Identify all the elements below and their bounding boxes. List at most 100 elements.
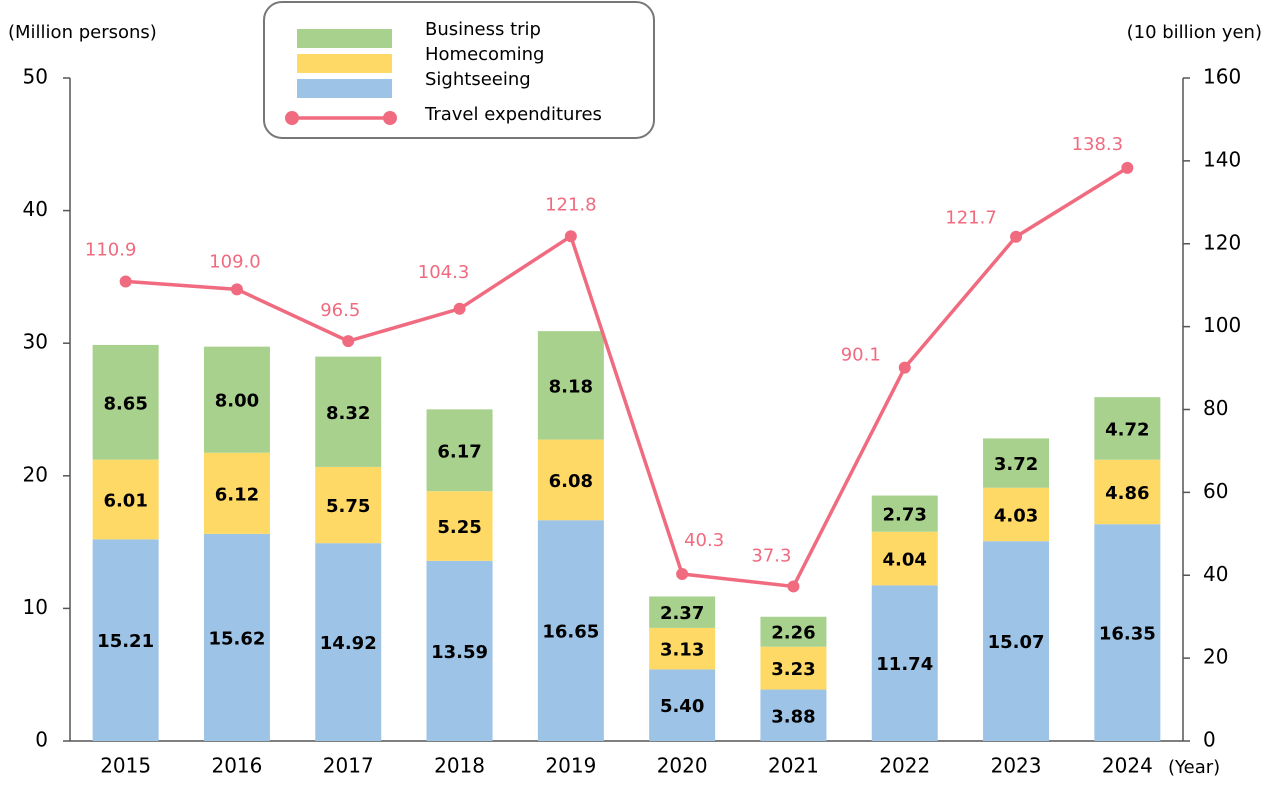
bar-value-label: 5.25 [437, 517, 481, 538]
bar-segment [203, 533, 270, 741]
bar-segment [649, 669, 716, 741]
bar-segment [871, 531, 938, 586]
bar-segment [92, 344, 159, 460]
legend-swatch [285, 111, 299, 125]
line-value-label: 110.9 [85, 239, 137, 260]
bar-value-label: 8.18 [549, 376, 593, 397]
line-value-label: 37.3 [751, 545, 791, 566]
bar-value-label: 3.72 [994, 454, 1038, 475]
bar-segment [983, 487, 1050, 542]
bar-value-label: 16.65 [542, 622, 599, 643]
line-marker [342, 335, 355, 348]
line-marker [453, 302, 466, 315]
bar-segment [871, 495, 938, 532]
y-tick-label: 10 [23, 595, 48, 619]
line-marker [898, 361, 911, 374]
bar-segment [315, 543, 382, 741]
bar-value-label: 5.75 [326, 496, 370, 517]
line-value-label: 90.1 [841, 345, 881, 366]
legend-label: Travel expenditures [424, 104, 602, 125]
bar-segment [649, 627, 716, 670]
line-marker [119, 275, 132, 288]
x-tick-label: 2019 [545, 754, 596, 778]
x-tick-label: 2024 [1102, 754, 1153, 778]
legend-swatch [297, 29, 392, 48]
y2-tick-label: 20 [1203, 645, 1228, 669]
y2-tick-label: 0 [1203, 728, 1216, 752]
legend-label: Sightseeing [425, 69, 531, 90]
bar-segment [983, 438, 1050, 488]
bar-segment [537, 439, 604, 521]
bar-segment [649, 596, 716, 628]
bar-value-label: 15.21 [97, 631, 154, 652]
x-tick-label: 2020 [657, 754, 708, 778]
legend-swatch [383, 111, 397, 125]
legend-swatch [297, 54, 392, 73]
bar-value-label: 11.74 [876, 654, 933, 675]
bar-segment [760, 616, 827, 647]
bar-segment [1094, 524, 1161, 741]
line-value-label: 96.5 [320, 300, 360, 321]
line-value-label: 40.3 [684, 530, 724, 551]
bar-value-label: 8.65 [103, 393, 147, 414]
bar-value-label: 3.88 [771, 706, 815, 727]
bar-value-label: 4.04 [883, 550, 927, 571]
legend-label: Business trip [425, 19, 541, 40]
bar-value-label: 8.00 [215, 391, 259, 412]
bar-segment [537, 520, 604, 741]
y2-tick-label: 40 [1203, 562, 1228, 586]
bar-value-label: 4.03 [994, 505, 1038, 526]
line-value-label: 104.3 [418, 262, 470, 283]
y2-tick-label: 60 [1203, 479, 1228, 503]
bar-segment [871, 585, 938, 741]
bar-segment [92, 539, 159, 741]
y-tick-label: 40 [23, 197, 48, 221]
bar-value-label: 4.72 [1105, 419, 1149, 440]
x-tick-label: 2017 [323, 754, 374, 778]
bar-segment [92, 459, 159, 540]
line-marker [1121, 161, 1134, 174]
x-tick-label: 2023 [991, 754, 1042, 778]
bar-segment [203, 452, 270, 534]
line [125, 166, 1129, 589]
bar-segment [426, 560, 493, 741]
bar-segment [315, 356, 382, 467]
line-value-label: 121.7 [945, 208, 997, 229]
bar-value-label: 15.07 [988, 632, 1045, 653]
y-tick-label: 0 [35, 728, 48, 752]
x-axis-label: (Year) [1168, 757, 1220, 778]
bar-segment [983, 541, 1050, 741]
bar-value-label: 3.23 [771, 659, 815, 680]
line-value-label: 138.3 [1072, 134, 1124, 155]
y2-tick-label: 100 [1203, 313, 1241, 337]
bar-value-label: 13.59 [431, 642, 488, 663]
bar-value-label: 3.13 [660, 640, 704, 661]
bar-segment [537, 331, 604, 440]
bar-value-label: 6.08 [549, 471, 593, 492]
bar-segment [426, 409, 493, 492]
bar-segment [760, 646, 827, 690]
line-marker [230, 283, 243, 296]
y-tick-label: 50 [23, 65, 48, 89]
y2-axis-label: (10 billion yen) [1127, 22, 1262, 43]
bar-segment [315, 466, 382, 544]
x-tick-label: 2021 [768, 754, 819, 778]
line-marker [787, 580, 800, 593]
bar-value-label: 14.92 [320, 633, 377, 654]
y-axis-label: (Million persons) [8, 22, 157, 43]
bar-value-label: 16.35 [1099, 624, 1156, 645]
bar-segment [1094, 397, 1161, 460]
bar-value-label: 2.73 [883, 505, 927, 526]
bar-segment [426, 491, 493, 561]
line-value-label: 109.0 [209, 251, 261, 272]
bar-segment [1094, 459, 1161, 525]
y2-tick-label: 140 [1203, 147, 1241, 171]
line-marker [676, 568, 689, 581]
bar-segment [203, 346, 270, 453]
bar-value-label: 8.32 [326, 403, 370, 424]
bar-value-label: 2.37 [660, 603, 704, 624]
bar-value-label: 6.17 [437, 441, 481, 462]
line-value-label: 121.8 [545, 194, 597, 215]
legend-label: Homecoming [425, 44, 544, 65]
